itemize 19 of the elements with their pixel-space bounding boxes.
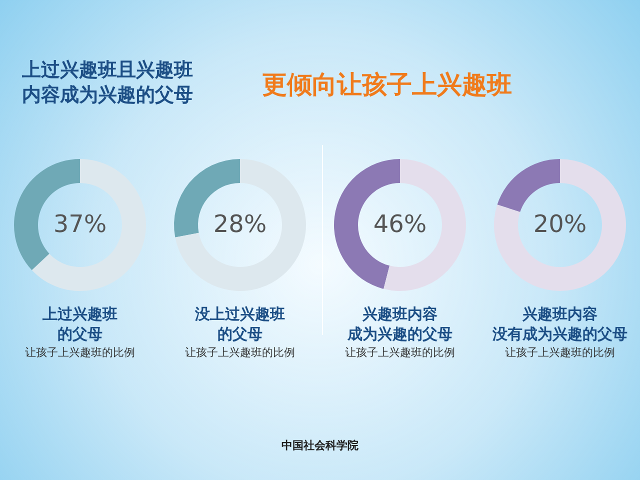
text: 让孩子上兴趣班的比例 (345, 346, 455, 359)
text: 让孩子上兴趣班的比例 (25, 346, 135, 359)
text: 中国社会科学院 (280, 438, 360, 453)
text: 兴趣班内容成为兴趣的父母 (346, 305, 454, 344)
data-label: 37% (53, 210, 107, 238)
donut-slice (494, 159, 626, 291)
data-label: 20% (533, 210, 587, 238)
text: 更倾向让孩子上兴趣班 (262, 70, 512, 99)
donut-slice (175, 159, 306, 291)
text: 让孩子上兴趣班的比例 (185, 346, 295, 359)
text: 让孩子上兴趣班的比例 (505, 346, 615, 359)
data-label: 28% (213, 210, 267, 238)
data-label: 46% (373, 210, 427, 238)
text: 上过兴趣班的父母 (42, 305, 118, 344)
text: 兴趣班内容没有成为兴趣的父母 (492, 305, 628, 344)
text: 上过兴趣班且兴趣班内容成为兴趣的父母 (22, 58, 193, 108)
donut-slice (32, 159, 146, 291)
text: 没上过兴趣班的父母 (194, 305, 286, 344)
donut-slice (497, 159, 560, 212)
